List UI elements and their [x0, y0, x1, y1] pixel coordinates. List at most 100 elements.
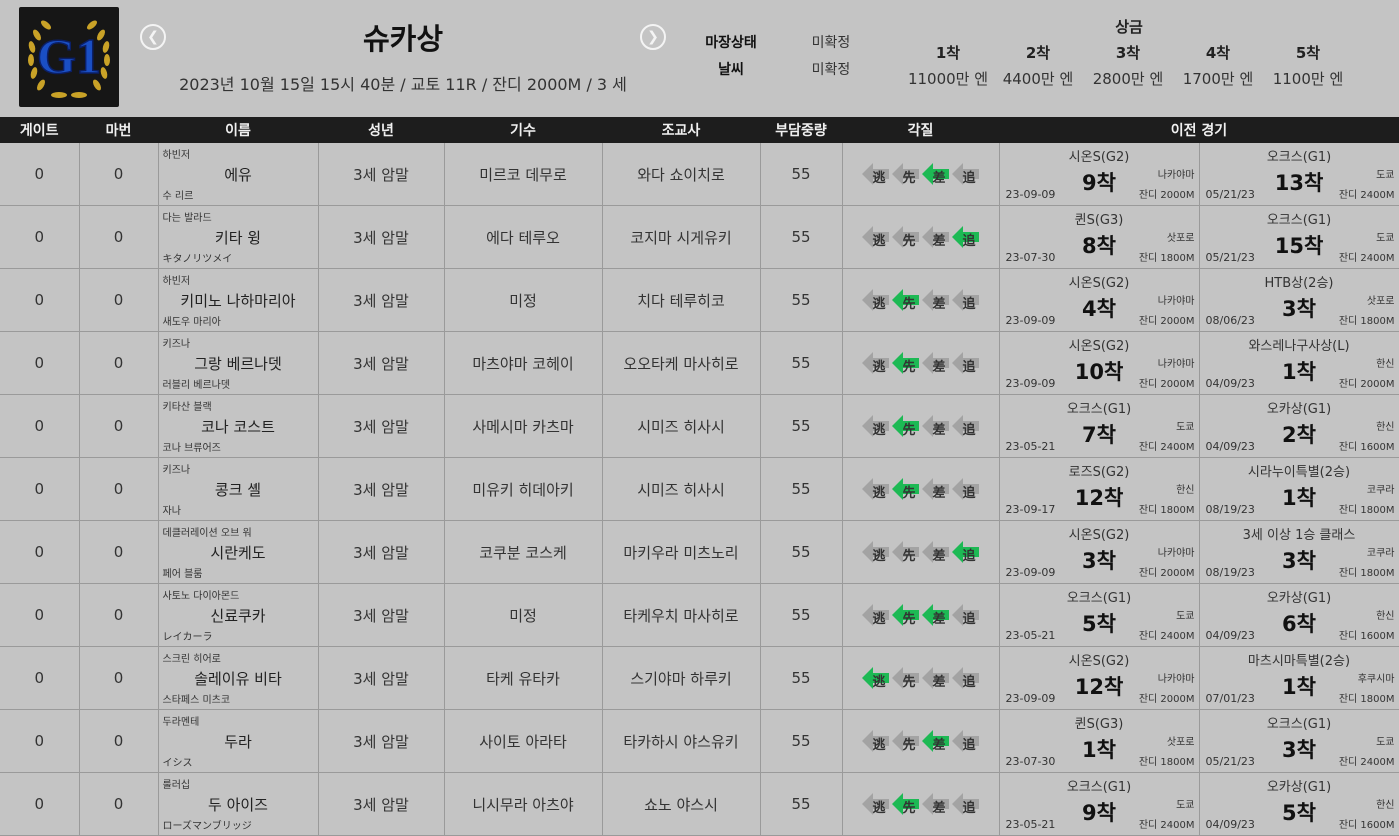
prev-race-distance: 잔디 1600M: [1338, 631, 1395, 642]
prev-race-name[interactable]: 시온S(G2): [1068, 654, 1130, 669]
left-arrow-icon: [921, 289, 949, 311]
prev-race-name[interactable]: 시온S(G2): [1068, 150, 1130, 165]
prev-race-name[interactable]: 오카상(G1): [1266, 402, 1332, 417]
carried-weight: 55: [791, 354, 811, 372]
prev-race-rank: 8착: [1082, 234, 1116, 258]
horse-name[interactable]: 시란케도: [210, 543, 266, 562]
table-row[interactable]: 0 0 스크린 히어로 솔레이유 비타 스타페스 미츠코 3세 암말 타케 유타…: [0, 646, 1399, 710]
prev-race-name[interactable]: 시온S(G2): [1068, 528, 1130, 543]
horse-name[interactable]: 솔레이유 비타: [194, 669, 282, 688]
horse-name[interactable]: 에유: [224, 165, 252, 184]
running-style-icons: 逃先差追: [843, 413, 999, 439]
horse-number: 0: [113, 543, 124, 561]
prev-race-name[interactable]: 마츠시마특별(2승): [1247, 654, 1351, 669]
prev-race-rank: 3착: [1282, 297, 1316, 321]
sire-name: 키타산 블랙: [162, 402, 212, 413]
sex-age-cell: 3세 암말: [318, 520, 445, 584]
weight-cell: 55: [760, 205, 843, 269]
prev-race-name[interactable]: 로즈S(G2): [1068, 465, 1130, 480]
prev-race-rank: 15착: [1274, 234, 1324, 258]
prev-race-name[interactable]: HTB상(2승): [1264, 276, 1334, 291]
prev-race-name[interactable]: 오크스(G1): [1266, 150, 1332, 165]
prev-race-name[interactable]: 오카상(G1): [1266, 780, 1332, 795]
horse-name[interactable]: 두라: [224, 732, 252, 751]
horse-name[interactable]: 키미노 나하마리아: [180, 291, 296, 310]
running-style-char: 差: [932, 297, 946, 312]
gate-cell: 0: [0, 520, 80, 584]
prev-race-rank: 6착: [1282, 612, 1316, 636]
number-cell: 0: [79, 331, 159, 395]
horse-name[interactable]: 두 아이즈: [208, 795, 268, 814]
running-style-char: 逃: [872, 423, 886, 438]
running-style-oikomi-icon: 追: [951, 287, 981, 313]
number-cell: 0: [79, 520, 159, 584]
prev-race-name[interactable]: 시온S(G2): [1068, 276, 1130, 291]
prev-race-date: 23-09-09: [1005, 566, 1056, 579]
running-style-cell: 逃先差追: [842, 520, 1000, 584]
trainer-name: 코지마 시게유키: [630, 228, 732, 247]
trainer-cell: 마키우라 미츠노리: [602, 520, 761, 584]
prev-race-name[interactable]: 오카상(G1): [1266, 591, 1332, 606]
prev-race-name[interactable]: 시라누이특별(2승): [1247, 465, 1351, 480]
previous-race-2: 오크스(G1) 13착 05/21/23 도쿄 잔디 2400M: [1199, 143, 1399, 206]
jockey-cell: 미정: [444, 268, 603, 332]
running-style-char: 先: [902, 738, 916, 753]
horse-name[interactable]: 코나 코스트: [201, 417, 275, 436]
prev-race-button[interactable]: ❮: [140, 24, 166, 50]
prev-race-name[interactable]: 시온S(G2): [1068, 339, 1130, 354]
sire-name: 키즈나: [162, 465, 191, 476]
table-row[interactable]: 0 0 키즈나 그랑 베르나뎃 러블리 베르나뎃 3세 암말 마츠야마 코헤이 …: [0, 331, 1399, 395]
horse-name[interactable]: 그랑 베르나뎃: [194, 354, 282, 373]
running-style-char: 差: [932, 738, 946, 753]
horse-name[interactable]: 키타 윙: [214, 228, 262, 247]
weight-cell: 55: [760, 457, 843, 521]
sex-age-cell: 3세 암말: [318, 331, 445, 395]
trainer-name: 마키우라 미츠노리: [623, 543, 739, 562]
weight-cell: 55: [760, 520, 843, 584]
prize-place-5: 5착: [1295, 44, 1321, 62]
prev-race-venue: 나카야마: [1157, 170, 1195, 181]
prev-race-name[interactable]: 퀸S(G3): [1074, 213, 1124, 228]
table-row[interactable]: 0 0 하빈저 에유 수 리르 3세 암말 미르코 데무로 와다 쇼이치로 55…: [0, 143, 1399, 206]
running-style-char: 差: [932, 801, 946, 816]
running-style-char: 差: [932, 171, 946, 186]
prev-race-name[interactable]: 오크스(G1): [1066, 402, 1132, 417]
table-row[interactable]: 0 0 다는 발라드 키타 윙 キタノリツメイ 3세 암말 에다 테루오 코지마…: [0, 205, 1399, 269]
table-row[interactable]: 0 0 키즈나 콩크 셸 자나 3세 암말 미유키 히데아키 시미즈 히사시 5…: [0, 457, 1399, 521]
prev-race-name[interactable]: 오크스(G1): [1066, 780, 1132, 795]
next-race-button[interactable]: ❯: [640, 24, 666, 50]
left-arrow-icon: [861, 730, 889, 752]
gate-cell: 0: [0, 331, 80, 395]
table-row[interactable]: 0 0 데클러레이션 오브 워 시란케도 페어 블룸 3세 암말 코쿠분 코스케…: [0, 520, 1399, 584]
running-style-char: 差: [932, 360, 946, 375]
prev-race-rank: 2착: [1282, 423, 1316, 447]
table-row[interactable]: 0 0 키타산 블랙 코나 코스트 코나 브류어즈 3세 암말 사메시마 카츠마…: [0, 394, 1399, 458]
table-row[interactable]: 0 0 사토노 다이아몬드 신료쿠카 レイカーラ 3세 암말 미정 타케우치 마…: [0, 583, 1399, 647]
horse-number: 0: [113, 480, 124, 498]
table-row[interactable]: 0 0 두라멘테 두라 イシス 3세 암말 사이토 아라타 타카하시 야스유키 …: [0, 709, 1399, 773]
left-arrow-icon: [951, 163, 979, 185]
track-condition-value: 미확정: [811, 35, 851, 51]
table-row[interactable]: 0 0 룰러십 두 아이즈 ローズマンブリッジ 3세 암말 니시무라 아츠야 쇼…: [0, 772, 1399, 836]
sire-name: 두라멘테: [162, 717, 200, 728]
prev-race-name[interactable]: 3세 이상 1승 클래스: [1242, 528, 1356, 543]
horse-name[interactable]: 신료쿠카: [210, 606, 266, 625]
running-style-senko-icon: 先: [891, 602, 921, 628]
gate-number: 0: [34, 795, 45, 813]
running-style-char: 追: [962, 549, 976, 564]
horse-name[interactable]: 콩크 셸: [214, 480, 262, 499]
prize-amount-2: 4400만 엔: [1002, 70, 1074, 88]
name-cell: 키타산 블랙 코나 코스트 코나 브류어즈: [158, 394, 319, 458]
table-row[interactable]: 0 0 하빈저 키미노 나하마리아 새도우 마리아 3세 암말 미정 치다 테루…: [0, 268, 1399, 332]
prev-race-name[interactable]: 오크스(G1): [1266, 717, 1332, 732]
jockey-name: 사메시마 카츠마: [472, 417, 574, 436]
prev-race-name[interactable]: 오크스(G1): [1266, 213, 1332, 228]
sex-age: 3세 암말: [353, 165, 409, 184]
running-style-char: 差: [932, 486, 946, 501]
name-cell: 룰러십 두 아이즈 ローズマンブリッジ: [158, 772, 319, 836]
prev-race-rank: 7착: [1082, 423, 1116, 447]
prev-race-name[interactable]: 와스레나구사상(L): [1248, 339, 1350, 354]
prev-race-name[interactable]: 오크스(G1): [1066, 591, 1132, 606]
prev-race-name[interactable]: 퀸S(G3): [1074, 717, 1124, 732]
running-style-char: 追: [962, 801, 976, 816]
